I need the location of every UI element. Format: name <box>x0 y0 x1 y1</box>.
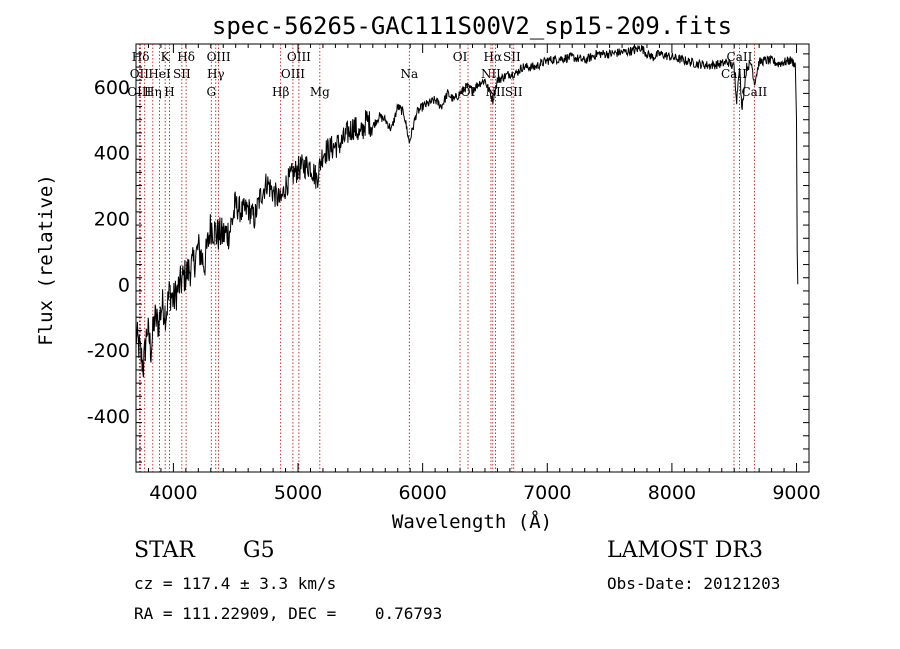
line-label-15: OIII <box>281 67 305 81</box>
line-label-0: Hδ <box>132 50 150 64</box>
y-tick-label-5: 600 <box>94 77 130 99</box>
redshift-value: cz = 117.4 ± 3.3 km/s <box>134 574 337 593</box>
line-label-1: OII <box>130 67 150 81</box>
x-tick-label-0: 4000 <box>149 482 197 504</box>
line-label-14: OIII <box>287 50 311 64</box>
series-line-0 <box>135 45 799 378</box>
y-axis-label: Flux (relative) <box>35 174 57 346</box>
line-label-24: SII <box>505 85 523 99</box>
line-label-6: HeI <box>148 67 171 81</box>
y-tick-label-4: 400 <box>94 143 130 165</box>
x-axis-label: Wavelength (Å) <box>392 510 552 533</box>
line-label-27: CaII <box>741 85 767 99</box>
emission-line-markers: Hδ OII OIII K H HeI Hη SII Hδ OIII Hγ G Hβ OIII OIII Mg… <box>127 44 768 472</box>
line-label-11: Hγ <box>207 67 225 81</box>
x-tick-label-4: 8000 <box>648 482 696 504</box>
line-label-17: Na <box>400 67 418 81</box>
line-label-5: H <box>164 85 174 99</box>
line-label-20: Hα <box>484 50 503 64</box>
flux-series <box>135 45 799 378</box>
x-tick-label-1: 5000 <box>274 482 322 504</box>
object-class: STAR <box>134 538 195 563</box>
object-subclass: G5 <box>243 538 275 563</box>
y-tick-label-3: 200 <box>94 208 130 230</box>
line-label-4: K <box>161 50 171 64</box>
line-label-10: OIII <box>207 50 231 64</box>
survey-name: LAMOST DR3 <box>607 538 763 563</box>
x-tick-label-5: 9000 <box>772 482 820 504</box>
axis-ticks: 4000 5000 6000 7000 8000 9000 -400 -200 0 200 400 6… <box>87 44 821 504</box>
line-label-13: Hβ <box>272 85 289 99</box>
y-tick-label-1: -200 <box>87 340 130 362</box>
y-tick-label-0: -400 <box>87 406 130 428</box>
x-tick-label-2: 6000 <box>398 482 446 504</box>
line-label-7: Hη <box>144 85 162 99</box>
line-label-21: SII <box>503 50 521 64</box>
coordinates: RA = 111.22909, DEC = 0.76793 <box>134 604 443 623</box>
line-label-9: Hδ <box>177 50 195 64</box>
line-label-2: OIII <box>127 85 151 99</box>
chart-title: spec-56265-GAC111S00V2_sp15-209.fits <box>212 12 732 40</box>
line-label-22: NII <box>481 67 501 81</box>
line-label-16: Mg <box>310 85 330 99</box>
line-label-25: CaII <box>727 50 753 64</box>
plot-frame <box>135 43 810 473</box>
y-tick-label-2: 0 <box>118 274 130 296</box>
line-label-8: SII <box>173 67 191 81</box>
line-label-12: G <box>206 85 216 99</box>
x-tick-label-3: 7000 <box>523 482 571 504</box>
observation-date: Obs-Date: 20121203 <box>607 574 781 593</box>
line-label-18: OI <box>453 50 468 64</box>
